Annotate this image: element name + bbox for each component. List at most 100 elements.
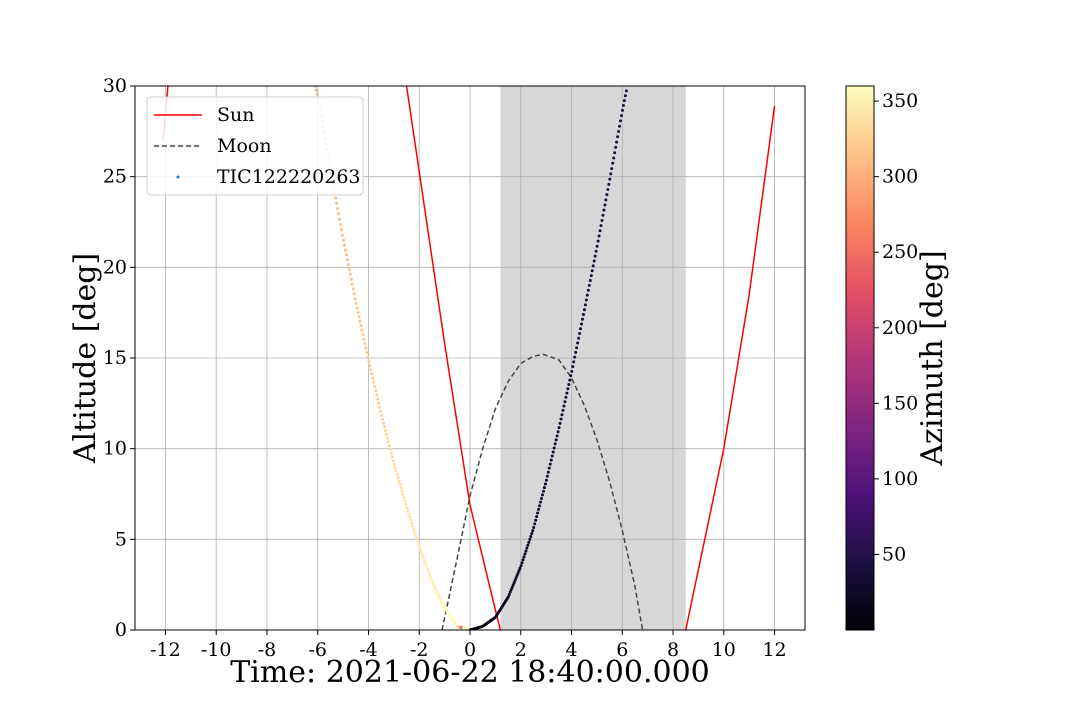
target-point	[532, 526, 536, 530]
target-point	[381, 417, 384, 421]
target-point	[340, 228, 344, 232]
target-point	[537, 507, 541, 511]
target-point	[383, 429, 387, 433]
y-tick-label: 25	[103, 166, 127, 188]
target-point	[529, 534, 533, 538]
target-point	[314, 88, 318, 92]
target-point	[510, 585, 514, 589]
target-point	[507, 592, 511, 596]
target-point	[535, 515, 539, 519]
target-point	[418, 545, 422, 549]
target-point	[341, 238, 345, 242]
y-ticks: 0 5 10 15 20 25 30	[103, 75, 135, 641]
target-point	[561, 408, 565, 412]
target-point	[570, 369, 574, 373]
target-point	[536, 511, 540, 515]
target-point	[360, 328, 364, 332]
target-point	[538, 504, 542, 508]
target-point	[555, 434, 559, 438]
target-point	[611, 161, 615, 165]
y-tick-label: 30	[103, 75, 127, 97]
target-point	[521, 558, 525, 562]
target-point	[378, 405, 382, 409]
target-point	[358, 319, 362, 323]
colorbar-tick-label: 150	[882, 392, 918, 414]
colorbar-tick-label: 250	[882, 241, 918, 263]
legend-target-label: TIC122220263	[217, 166, 361, 188]
target-point	[608, 177, 612, 181]
x-tick-label: -2	[410, 639, 429, 661]
target-point	[315, 92, 319, 96]
target-point	[620, 114, 623, 118]
target-point	[552, 446, 556, 450]
target-point	[575, 346, 579, 350]
series-sun-line	[684, 105, 776, 630]
target-point	[572, 360, 576, 364]
target-point	[349, 277, 353, 281]
target-point	[581, 313, 585, 317]
target-point	[365, 351, 369, 355]
target-point	[344, 253, 348, 257]
y-tick-label: 20	[103, 256, 127, 278]
target-point	[367, 359, 371, 363]
target-point	[524, 549, 528, 553]
target-point	[605, 193, 609, 197]
target-point	[400, 489, 404, 493]
target-point	[590, 269, 594, 273]
target-point	[386, 440, 390, 444]
target-point	[602, 208, 606, 212]
target-point	[415, 536, 419, 540]
target-point	[387, 444, 391, 448]
target-point	[354, 301, 358, 305]
target-point	[569, 374, 573, 378]
target-point	[600, 218, 604, 222]
target-point	[350, 282, 354, 286]
target-point	[409, 518, 413, 522]
target-point	[429, 577, 433, 581]
target-point	[371, 376, 375, 380]
target-point	[416, 539, 420, 543]
target-point	[546, 470, 550, 474]
target-point	[549, 458, 553, 462]
target-point	[352, 292, 356, 296]
target-point	[566, 387, 570, 391]
target-point	[515, 573, 519, 577]
target-point	[506, 595, 510, 599]
target-point	[342, 243, 346, 247]
target-point	[346, 263, 350, 267]
legend-sun-label: Sun	[217, 104, 255, 126]
target-point	[375, 393, 379, 397]
target-point	[426, 569, 430, 573]
target-point	[377, 401, 381, 405]
target-point	[583, 303, 587, 307]
target-point	[339, 222, 343, 226]
target-point	[520, 561, 524, 565]
target-point	[388, 447, 392, 451]
x-tick-label: 0	[464, 639, 476, 661]
target-point	[619, 119, 623, 123]
target-point	[337, 212, 341, 216]
target-point	[370, 372, 374, 376]
target-point	[384, 432, 388, 436]
target-point	[420, 553, 424, 557]
target-point	[595, 244, 599, 248]
target-point	[586, 288, 590, 292]
target-point	[525, 546, 529, 550]
target-point	[366, 355, 370, 359]
target-point	[620, 108, 624, 112]
x-tick-label: -12	[150, 639, 181, 661]
target-point	[390, 455, 394, 459]
y-tick-label: 0	[115, 619, 127, 641]
target-point	[587, 283, 591, 287]
target-point	[547, 466, 551, 470]
target-point	[411, 524, 415, 528]
target-point	[335, 201, 339, 205]
target-point	[599, 224, 603, 228]
target-point	[413, 530, 417, 534]
target-point	[372, 380, 376, 384]
target-point	[397, 479, 401, 483]
series-target-points	[313, 86, 628, 630]
x-tick-label: 10	[712, 639, 736, 661]
target-point	[402, 496, 406, 500]
